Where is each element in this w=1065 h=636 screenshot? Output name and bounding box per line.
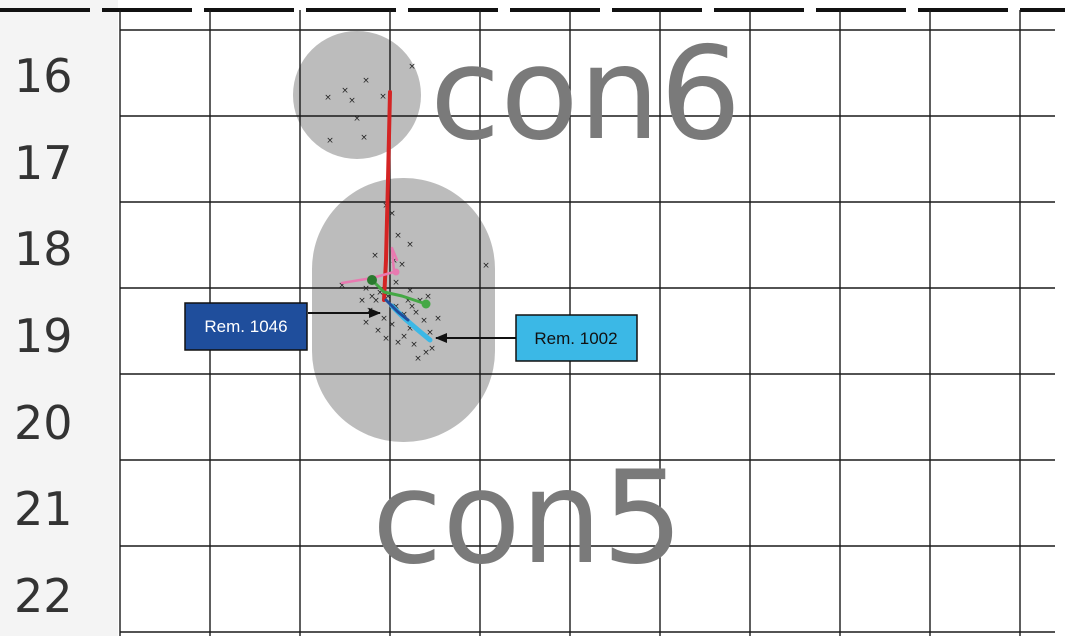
- scatter-point: ×: [362, 284, 370, 294]
- callout-label-rem-1046: Rem. 1046: [204, 317, 287, 336]
- scatter-point: ×: [353, 114, 361, 124]
- scatter-point: ×: [348, 96, 356, 106]
- row-label-17: 17: [14, 136, 73, 190]
- scatter-point: ×: [408, 62, 416, 72]
- scatter-point: ×: [394, 231, 402, 241]
- scatter-point: ×: [362, 318, 370, 328]
- scatter-point: ×: [384, 292, 392, 302]
- scatter-point: ×: [422, 348, 430, 358]
- scatter-point: ×: [410, 340, 418, 350]
- scatter-point: ×: [380, 314, 388, 324]
- scatter-point: ×: [428, 344, 436, 354]
- trajectory-marker-pink: [392, 268, 400, 276]
- callout-rem-1046: Rem. 1046: [184, 302, 308, 351]
- trajectory-blue: [384, 298, 410, 322]
- scatter-point: ×: [362, 76, 370, 86]
- callout-box-rem-1002: [515, 314, 638, 362]
- scatter-point: ×: [388, 320, 396, 330]
- region-con5-shape: [312, 178, 495, 442]
- scatter-point: ×: [382, 334, 390, 344]
- scatter-point: ×: [376, 288, 384, 298]
- scatter-point: ×: [426, 328, 434, 338]
- trajectory-green: [370, 278, 428, 306]
- scatter-point: ×: [414, 354, 422, 364]
- scatter-point: ×: [394, 338, 402, 348]
- trajectory-red: [382, 90, 392, 302]
- scatter-point: ×: [324, 93, 332, 103]
- scatter-point: ×: [424, 292, 432, 302]
- row-label-18: 18: [14, 222, 73, 276]
- scatter-point: ×: [372, 296, 380, 306]
- region-label-con5: con5: [372, 444, 683, 593]
- scatter-point: ×: [326, 136, 334, 146]
- scatter-point: ×: [358, 296, 366, 306]
- row-label-21: 21: [14, 482, 73, 536]
- scatter-point: ×: [482, 261, 490, 271]
- callout-box-rem-1046: [184, 302, 308, 351]
- callout-label-rem-1002: Rem. 1002: [534, 329, 617, 348]
- scatter-point: ×: [420, 316, 428, 326]
- scatter-points: ×××× ×××××××××× × ××× × ××××× ×××××× × ×××××××××…: [324, 62, 490, 364]
- trajectory-start-marker-green: [367, 275, 377, 285]
- scatter-point: ×: [374, 326, 382, 336]
- scatter-point: ×: [379, 92, 387, 102]
- region-label-con6: con6: [430, 20, 741, 169]
- scatter-point: ×: [398, 260, 406, 270]
- region-con6-shape: [293, 31, 421, 159]
- scatter-point: ×: [406, 324, 414, 334]
- scatter-point: ×: [371, 251, 379, 261]
- row-label-20: 20: [14, 396, 73, 450]
- row-label-strip: [0, 0, 118, 636]
- scatter-point: ×: [368, 292, 376, 302]
- scatter-point: ×: [392, 278, 400, 288]
- scatter-point: ×: [434, 314, 442, 324]
- scatter-point: ×: [406, 240, 414, 250]
- scatter-point: ×: [338, 281, 346, 291]
- scatter-point: ×: [388, 209, 396, 219]
- scatter-point: ×: [400, 332, 408, 342]
- scatter-point: ×: [406, 286, 414, 296]
- row-label-22: 22: [14, 569, 73, 623]
- scatter-point: ×: [360, 133, 368, 143]
- scatter-point: ×: [408, 302, 416, 312]
- scatter-point: ×: [366, 306, 374, 316]
- scatter-point: ×: [404, 296, 412, 306]
- scatter-point: ×: [341, 86, 349, 96]
- row-label-16: 16: [14, 49, 73, 103]
- trajectory-end-marker-green: [421, 299, 431, 309]
- scatter-point: ×: [412, 308, 420, 318]
- callout-rem-1002: Rem. 1002: [515, 314, 638, 362]
- row-label-19: 19: [14, 309, 73, 363]
